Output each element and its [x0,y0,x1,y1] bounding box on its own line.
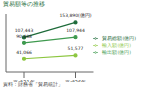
svg-text:107,443: 107,443 [15,28,34,33]
html-text:輸出額(億円): 輸出額(億円) [102,49,131,55]
html-text:貿易額等の推移: 貿易額等の推移 [3,0,45,7]
html-text:貿易総額(億円): 貿易総額(億円) [102,35,136,41]
html-text:輸入額(億円): 輸入額(億円) [102,42,131,48]
svg-text:平成26年: 平成26年 [65,79,86,82]
svg-text:平成21年: 平成21年 [13,79,34,82]
svg-text:153,890(億円): 153,890(億円) [59,12,91,18]
svg-text:90,488: 90,488 [16,34,32,39]
svg-text:107,944: 107,944 [66,28,85,33]
svg-text:51,577: 51,577 [68,46,84,51]
svg-text:41,066: 41,066 [16,50,32,55]
html-text:資料：財務省「貿易統計」: 資料：財務省「貿易統計」 [3,82,63,87]
